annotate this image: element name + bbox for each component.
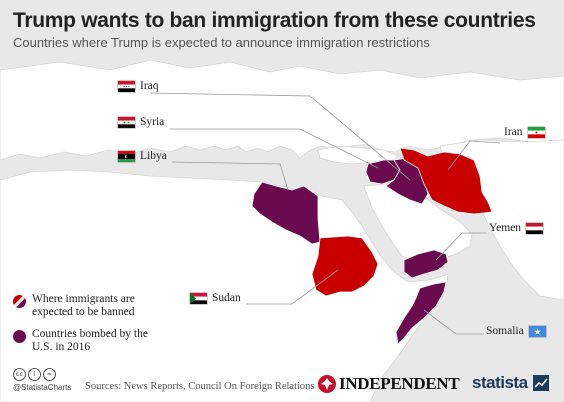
label-iran-text: Iran: [504, 126, 523, 138]
yemen-flag-icon: [526, 222, 544, 234]
iraq-flag-icon: [118, 80, 135, 92]
statista-logo: statista: [472, 373, 549, 393]
label-iraq-text: Iraq: [140, 80, 159, 92]
chart-title: Trump wants to ban immigration from thes…: [13, 9, 536, 32]
label-iran: Iran: [504, 126, 545, 138]
leader-line-libya: [171, 161, 289, 191]
legend: Where immigrants are expected to be bann…: [13, 293, 152, 363]
header: Trump wants to ban immigration from thes…: [13, 8, 554, 50]
label-syria: Syria: [118, 116, 164, 128]
label-sudan: Sudan: [190, 292, 241, 304]
label-iraq: Iraq: [118, 80, 159, 92]
label-somalia-text: Somalia: [486, 325, 524, 337]
label-libya: Libya: [118, 150, 167, 162]
label-yemen: Yemen: [489, 222, 544, 234]
label-yemen-text: Yemen: [489, 222, 522, 234]
statista-mark-icon: [532, 375, 549, 391]
libya-flag-icon: [118, 150, 135, 162]
leader-line-yemen: [435, 232, 486, 261]
country-sudan: [311, 235, 379, 297]
legend-label-banned: Where immigrants are expected to be bann…: [32, 293, 135, 318]
label-somalia: Somalia: [486, 325, 546, 337]
country-libya: [251, 181, 321, 245]
leader-lines: [149, 92, 501, 335]
country-somalia: [395, 281, 447, 345]
independent-wordmark: INDEPENDENT: [339, 374, 460, 393]
country-iran: [399, 147, 493, 215]
iran-flag-icon: [527, 126, 545, 138]
landmass-africa: [0, 169, 449, 402]
independent-logo: INDEPENDENT: [318, 374, 460, 394]
license-icons: cc i =: [13, 368, 71, 381]
legend-swatch-banned: [13, 295, 26, 308]
source-note: Sources: News Reports, Council On Foreig…: [85, 381, 315, 392]
somalia-flag-icon: [528, 325, 546, 337]
country-yemen: [403, 249, 449, 279]
legend-item-bombed: Countries bombed by the U.S. in 2016: [13, 328, 152, 354]
landmass-europe: [0, 59, 564, 161]
syria-flag-icon: [118, 116, 135, 128]
statista-wordmark: statista: [472, 373, 528, 392]
label-sudan-text: Sudan: [212, 292, 241, 304]
nd-icon: =: [43, 368, 56, 381]
legend-swatch-bombed: [13, 330, 26, 343]
statista-charts-handle: @StatistaCharts: [13, 383, 72, 392]
leader-line-iraq: [149, 92, 411, 181]
leader-line-somalia: [423, 309, 484, 335]
independent-eagle-icon: [318, 375, 336, 393]
legend-item-banned: Where immigrants are expected to be bann…: [13, 293, 152, 319]
sudan-flag-icon: [190, 292, 207, 304]
chart-subtitle: Countries where Trump is expected to ann…: [13, 35, 430, 50]
by-icon: i: [28, 368, 41, 381]
leader-line-sudan: [246, 269, 339, 305]
leader-line-syria: [170, 128, 379, 169]
legend-label-bombed: Countries bombed by the U.S. in 2016: [32, 328, 148, 353]
footer-license: cc i = @StatistaCharts: [13, 368, 71, 392]
leader-line-iran: [447, 140, 501, 171]
label-libya-text: Libya: [140, 150, 167, 162]
label-syria-text: Syria: [140, 116, 165, 128]
cc-icon: cc: [13, 368, 26, 381]
